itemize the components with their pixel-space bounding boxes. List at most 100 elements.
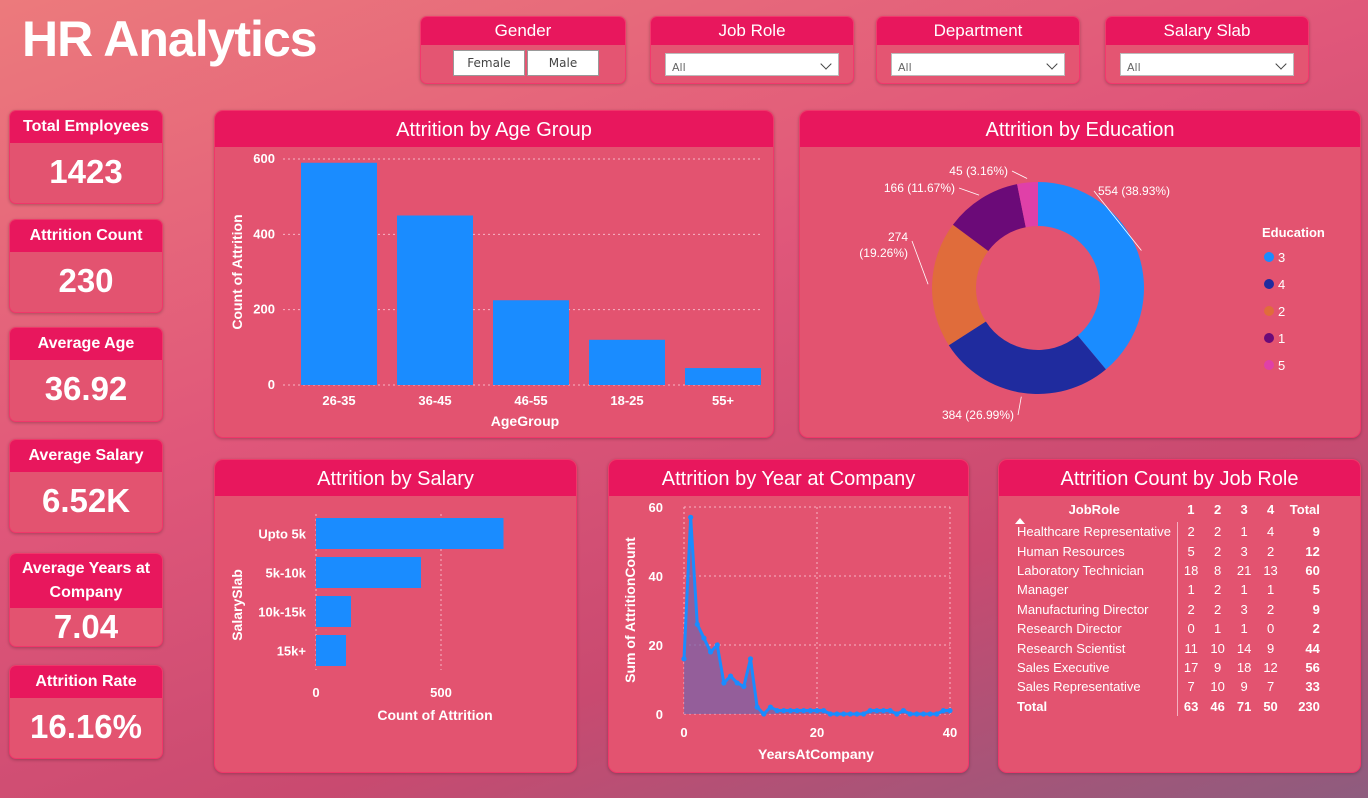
y-tick-label: 10k-15k (258, 605, 306, 620)
data-label: 45 (3.16%) (949, 164, 1008, 178)
count-cell: 60 (1305, 562, 1320, 578)
department-value: All (898, 61, 912, 74)
gender-female-button[interactable]: Female (453, 50, 525, 76)
sort-ascending-icon[interactable] (1015, 518, 1025, 524)
data-point (927, 711, 933, 717)
count-cell: 1 (1240, 524, 1248, 540)
chart-title: Attrition by Age Group (215, 111, 773, 147)
department-dropdown[interactable]: All (891, 53, 1065, 76)
gender-male-button[interactable]: Male (527, 50, 599, 76)
gender-slicer: Gender Female Male (420, 16, 626, 84)
y-axis-label: SalarySlab (229, 569, 245, 641)
count-cell: 230 (1298, 698, 1320, 714)
count-cell: 2 (1266, 543, 1275, 559)
count-cell: 2 (1214, 543, 1222, 559)
column-header: 1 (1187, 501, 1195, 517)
data-point (688, 514, 694, 520)
bar (397, 215, 473, 385)
count-cell: 9 (1214, 659, 1222, 675)
count-cell: 3 (1240, 601, 1248, 617)
page-title: HR Analytics (22, 11, 318, 67)
bar (316, 635, 346, 666)
data-point (781, 707, 787, 714)
data-point (894, 711, 900, 717)
table-row: Sales Executive 17 9 18 12 56 (1011, 657, 1326, 678)
count-cell: 18 (1183, 562, 1199, 578)
job-role-slicer-label: Job Role (651, 17, 853, 45)
data-point (907, 711, 913, 717)
kpi-label: Attrition Count (10, 220, 162, 252)
x-tick-label: 40 (943, 725, 957, 740)
data-point (900, 707, 907, 714)
years-chart: 0 20 40 60 0 20 40 YearsAtCompany Sum of Attriti… (622, 500, 957, 762)
data-point (860, 711, 867, 717)
salary-slab-dropdown[interactable]: All (1120, 53, 1294, 76)
count-cell: 2 (1214, 582, 1222, 598)
column-header[interactable]: JobRole (1011, 496, 1177, 524)
table-row: Human Resources 5 2 3 2 12 (1011, 541, 1326, 561)
x-tick-label: 500 (430, 685, 452, 700)
data-point (834, 711, 840, 717)
y-axis-label: Count of Attrition (229, 214, 245, 329)
count-cell: 21 (1236, 562, 1252, 578)
data-point (774, 707, 780, 714)
bar (301, 162, 377, 385)
data-point (854, 711, 860, 717)
chevron-down-icon (820, 58, 832, 70)
x-tick-label: 36-45 (418, 393, 451, 408)
data-point (761, 711, 767, 717)
count-cell: 4 (1266, 524, 1275, 540)
count-cell: 2 (1187, 601, 1195, 617)
kpi-average-salary: Average Salary 6.52K (9, 439, 163, 533)
y-tick-label: 40 (649, 569, 663, 584)
salary-slab-slicer-label: Salary Slab (1106, 17, 1308, 45)
job-role-cell: Manufacturing Director (1011, 599, 1178, 619)
job-role-cell: Healthcare Representative (1011, 522, 1178, 542)
data-point (801, 707, 807, 714)
y-tick-label: 20 (649, 638, 663, 653)
data-point (841, 711, 847, 717)
legend-label: 3 (1278, 250, 1285, 265)
kpi-average-years: Average Years at Company 7.04 (9, 553, 163, 647)
bar (316, 557, 421, 588)
y-tick-label: 400 (253, 226, 275, 241)
x-tick-label: 0 (312, 685, 319, 700)
job-role-slicer: Job Role All (650, 16, 854, 84)
legend-marker (1264, 306, 1274, 316)
education-chart: 554 (38.93%) 384 (26.99%) 274 (19.26%) 166 (… (859, 164, 1325, 422)
kpi-attrition-count: Attrition Count 230 (9, 219, 163, 313)
data-point (887, 707, 893, 714)
gender-slicer-label: Gender (421, 17, 625, 45)
kpi-label: Average Salary (10, 440, 162, 472)
job-role-table-panel: Attrition Count by Job Role JobRole 1 2 3 4 T… (998, 459, 1361, 773)
column-header: 3 (1240, 501, 1248, 517)
count-cell: 33 (1305, 679, 1320, 695)
data-label: 384 (26.99%) (942, 408, 1014, 422)
data-point (814, 707, 820, 714)
job-role-cell: Total (1011, 696, 1178, 716)
data-point (708, 649, 714, 655)
data-point (947, 707, 953, 714)
legend-title: Education (1262, 225, 1325, 240)
kpi-attrition-rate: Attrition Rate 16.16% (9, 665, 163, 759)
table-row: Manager 1 2 1 1 5 (1011, 580, 1326, 600)
count-cell: 63 (1183, 698, 1199, 714)
data-point (741, 683, 747, 689)
job-role-dropdown[interactable]: All (665, 53, 839, 76)
data-point (727, 673, 734, 679)
count-cell: 1 (1214, 621, 1222, 637)
job-role-cell: Research Director (1011, 618, 1178, 639)
count-cell: 14 (1236, 640, 1252, 656)
legend-marker (1264, 252, 1274, 262)
table-row: Research Scientist 11 10 14 9 44 (1011, 638, 1326, 658)
data-point (807, 707, 813, 714)
count-cell: 12 (1263, 659, 1278, 675)
donut-slice (1038, 182, 1144, 370)
count-cell: 3 (1240, 543, 1248, 559)
data-point (847, 711, 853, 717)
department-slicer: Department All (876, 16, 1080, 84)
count-cell: 2 (1266, 601, 1275, 617)
legend-marker (1264, 279, 1274, 289)
data-label: 274 (888, 230, 908, 244)
legend-label: 2 (1278, 304, 1285, 319)
